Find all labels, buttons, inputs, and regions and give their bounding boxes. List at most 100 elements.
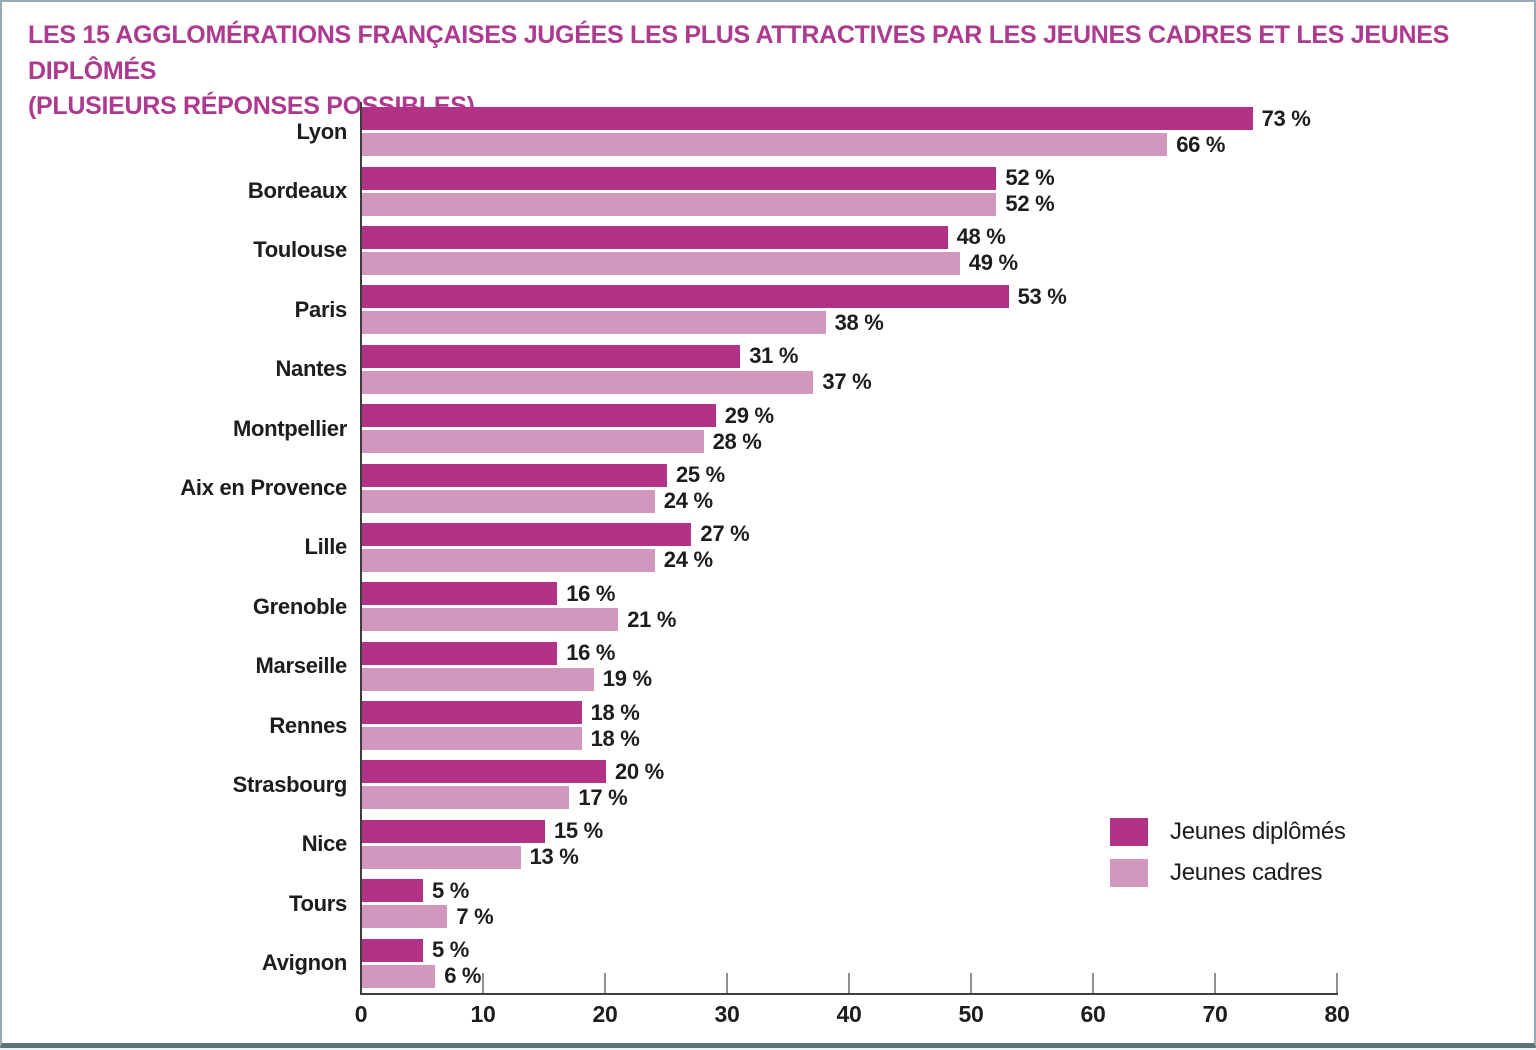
bar-pair: 5 % 7 % <box>362 874 1338 933</box>
x-axis-tick-label: 0 <box>354 1001 368 1027</box>
bar-jeunes-cadres <box>362 905 448 929</box>
bar-pair: 53 % 38 % <box>362 280 1338 339</box>
x-axis-tick <box>1214 973 1216 993</box>
value-label: 18 % <box>590 699 640 725</box>
x-axis-tick-label: 70 <box>1202 1001 1228 1027</box>
category-label: Nantes <box>275 356 347 382</box>
chart-title-line1: LES 15 AGGLOMÉRATIONS FRANÇAISES JUGÉES … <box>28 21 1449 85</box>
bar-group-montpellier: Montpellier 29 % 28 % <box>2 399 1536 458</box>
bar-group-marseille: Marseille 16 % 19 % <box>2 637 1536 696</box>
bar-row: 49 % <box>362 250 1338 276</box>
x-axis-tick <box>1092 973 1094 993</box>
bar-jeunes-cadres <box>362 667 594 691</box>
bar-jeunes-dipl-m-s <box>362 463 667 487</box>
value-label: 66 % <box>1176 131 1226 157</box>
bar-group-aix-en-provence: Aix en Provence 25 % 24 % <box>2 458 1536 517</box>
value-label: 13 % <box>529 844 579 870</box>
category-label: Lyon <box>296 118 347 144</box>
value-label: 53 % <box>1017 283 1067 309</box>
value-label: 73 % <box>1261 105 1311 131</box>
bar-jeunes-dipl-m-s <box>362 879 423 903</box>
value-label: 31 % <box>749 343 799 369</box>
bar-row: 17 % <box>362 784 1338 810</box>
x-axis-tick <box>1336 973 1338 993</box>
bar-row: 25 % <box>362 462 1338 488</box>
legend-label: Jeunes cadres <box>1170 859 1323 886</box>
bar-group-lille: Lille 27 % 24 % <box>2 518 1536 577</box>
bar-pair: 20 % 17 % <box>362 755 1338 814</box>
value-label: 37 % <box>822 369 872 395</box>
bar-group-bordeaux: Bordeaux 52 % 52 % <box>2 161 1536 220</box>
value-label: 5 % <box>432 937 470 963</box>
bar-group-nice: Nice 15 % 13 % <box>2 815 1536 874</box>
bar-row: 7 % <box>362 903 1338 929</box>
bar-group-grenoble: Grenoble 16 % 21 % <box>2 577 1536 636</box>
legend-item-jeunes-dipl-m-s: Jeunes diplômés <box>1110 818 1346 846</box>
bar-row: 18 % <box>362 725 1338 751</box>
bar-row: 52 % <box>362 191 1338 217</box>
bar-jeunes-dipl-m-s <box>362 225 948 249</box>
x-axis-tick-label: 20 <box>592 1001 618 1027</box>
category-label: Strasbourg <box>232 771 348 797</box>
category-label: Montpellier <box>232 415 347 441</box>
bar-jeunes-cadres <box>362 430 704 454</box>
bar-jeunes-dipl-m-s <box>362 166 997 190</box>
value-label: 7 % <box>456 903 494 929</box>
x-axis-tick <box>970 973 972 993</box>
x-axis-tick-label: 80 <box>1324 1001 1350 1027</box>
bar-jeunes-dipl-m-s <box>362 938 423 962</box>
category-label: Paris <box>294 296 348 322</box>
bar-jeunes-cadres <box>362 311 826 335</box>
value-label: 52 % <box>1005 165 1055 191</box>
bar-row: 24 % <box>362 547 1338 573</box>
bar-groups: Lyon 73 % 66 % Bordeaux 52 % 52 % Toulouse 48 %… <box>2 102 1536 993</box>
bar-group-toulouse: Toulouse 48 % 49 % <box>2 221 1536 280</box>
bar-jeunes-cadres <box>362 489 655 513</box>
value-label: 6 % <box>444 963 482 989</box>
x-axis-tick <box>726 973 728 993</box>
value-label: 17 % <box>578 784 628 810</box>
bar-jeunes-cadres <box>362 192 997 216</box>
bar-row: 16 % <box>362 581 1338 606</box>
bar-row: 66 % <box>362 131 1338 157</box>
category-label: Avignon <box>261 950 347 976</box>
x-axis-tick-label: 40 <box>836 1001 862 1027</box>
x-axis-tick-label: 50 <box>958 1001 984 1027</box>
bar-row: 31 % <box>362 343 1338 369</box>
bar-jeunes-cadres <box>362 786 570 810</box>
value-label: 20 % <box>615 758 664 784</box>
value-label: 24 % <box>663 547 713 573</box>
bar-jeunes-dipl-m-s <box>362 582 558 606</box>
value-label: 49 % <box>968 250 1018 276</box>
x-axis-tick-label: 60 <box>1080 1001 1106 1027</box>
bar-row: 37 % <box>362 369 1338 395</box>
value-label: 28 % <box>712 428 762 454</box>
legend-swatch-jeunes-dipl-m-s <box>1110 818 1148 846</box>
bar-row: 73 % <box>362 105 1338 131</box>
bar-group-rennes: Rennes 18 % 18 % <box>2 696 1536 755</box>
x-axis-tick-label: 30 <box>714 1001 740 1027</box>
x-axis-line <box>360 993 1338 995</box>
bar-row: 27 % <box>362 521 1338 547</box>
y-axis-line <box>360 102 362 995</box>
category-label: Grenoble <box>252 593 347 619</box>
value-label: 16 % <box>566 640 616 666</box>
value-label: 27 % <box>700 521 750 547</box>
value-label: 15 % <box>554 818 603 844</box>
value-label: 25 % <box>676 462 725 488</box>
value-label: 52 % <box>1005 191 1055 217</box>
x-axis-tick <box>604 973 606 993</box>
legend-swatch-jeunes-cadres <box>1110 859 1148 887</box>
bar-row: 48 % <box>362 224 1338 249</box>
value-label: 18 % <box>590 725 640 751</box>
bar-jeunes-cadres <box>362 370 814 394</box>
category-label: Rennes <box>269 712 347 738</box>
bar-row: 19 % <box>362 666 1338 691</box>
bar-row: 5 % <box>362 937 1338 963</box>
x-axis-tick-label: 10 <box>470 1001 496 1027</box>
value-label: 24 % <box>663 488 713 514</box>
bar-jeunes-cadres <box>362 133 1168 157</box>
bar-group-lyon: Lyon 73 % 66 % <box>2 102 1536 161</box>
bar-jeunes-dipl-m-s <box>362 522 692 546</box>
